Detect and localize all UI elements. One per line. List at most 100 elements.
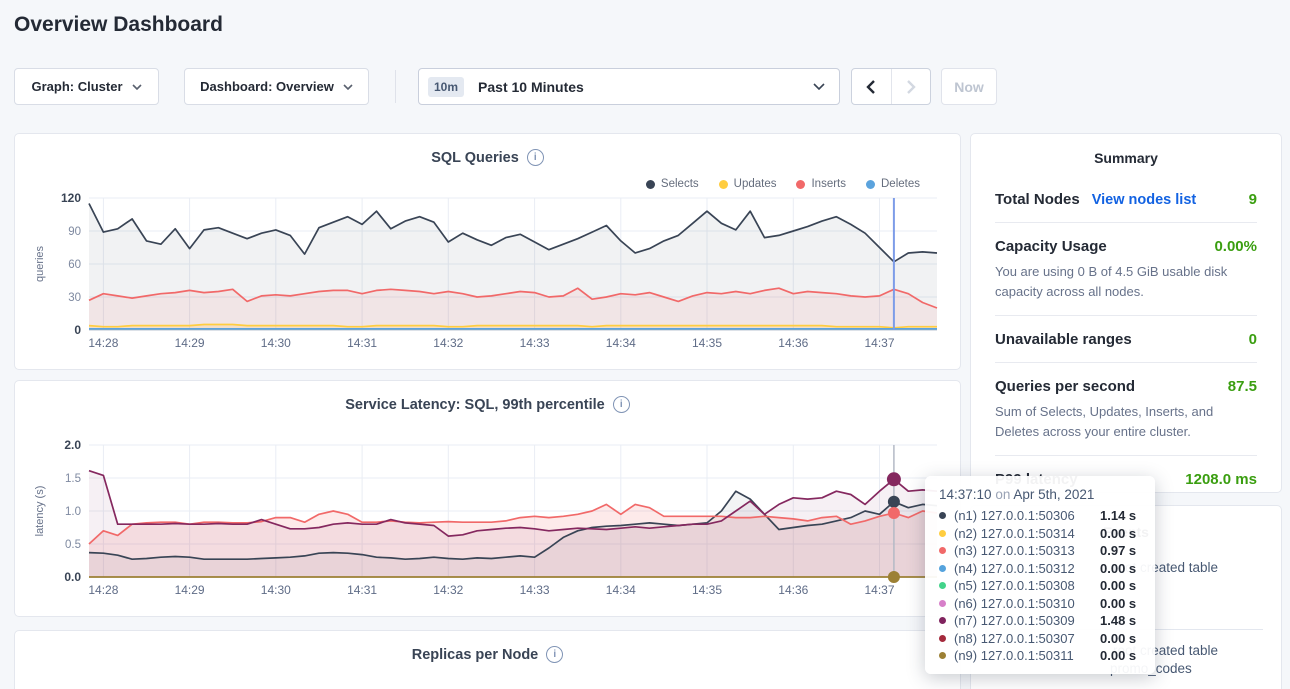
tooltip-node-label: (n4) 127.0.0.1:50312 — [954, 560, 1075, 576]
svg-text:0.0: 0.0 — [64, 570, 81, 584]
tooltip-node-row: (n7) 127.0.0.1:50309 1.48 s — [939, 612, 1141, 630]
legend-item-deletes[interactable]: Deletes — [866, 178, 920, 190]
tooltip-node-row: (n9) 127.0.0.1:50311 0.00 s — [939, 647, 1141, 665]
svg-text:14:37: 14:37 — [864, 336, 894, 350]
node-color-dot-icon — [939, 529, 946, 537]
total-nodes-label: Total Nodes — [995, 191, 1080, 208]
controls-divider — [395, 70, 396, 103]
summary-row-total-nodes: Total Nodes View nodes list 9 — [995, 176, 1257, 223]
time-range-picker[interactable]: 10m Past 10 Minutes — [418, 68, 840, 105]
dashboard-dropdown[interactable]: Dashboard: Overview — [184, 68, 369, 105]
node-color-dot-icon — [939, 582, 946, 590]
view-nodes-list-link[interactable]: View nodes list — [1091, 192, 1197, 208]
tooltip-node-label: (n7) 127.0.0.1:50309 — [954, 613, 1075, 629]
node-color-dot-icon — [939, 634, 946, 642]
legend-dot-icon — [645, 179, 655, 189]
svg-text:latency (s): latency (s) — [34, 486, 46, 537]
time-range-label: Past 10 Minutes — [478, 78, 584, 95]
capacity-usage-value: 0.00% — [1214, 238, 1257, 255]
node-color-dot-icon — [939, 564, 946, 572]
info-icon[interactable]: i — [612, 396, 630, 413]
tooltip-node-value: 1.14 s — [1100, 508, 1137, 524]
node-color-dot-icon — [939, 652, 946, 660]
tooltip-node-value: 0.00 s — [1100, 578, 1137, 594]
svg-text:90: 90 — [68, 226, 81, 238]
svg-text:14:33: 14:33 — [520, 336, 550, 350]
unavailable-ranges-value: 0 — [1248, 331, 1257, 348]
legend-dot-icon — [866, 179, 875, 189]
service-latency-title: Service Latency: SQL, 99th percentile — [345, 396, 605, 413]
tooltip-node-label: (n2) 127.0.0.1:50314 — [954, 525, 1075, 541]
legend-label: Inserts — [811, 178, 846, 190]
legend-item-inserts[interactable]: Inserts — [796, 178, 846, 190]
svg-text:30: 30 — [68, 292, 81, 304]
tooltip-node-value: 0.00 s — [1100, 648, 1137, 664]
svg-text:14:36: 14:36 — [778, 336, 808, 350]
info-icon[interactable]: i — [546, 646, 564, 663]
tooltip-node-value: 0.00 s — [1100, 560, 1137, 576]
now-button[interactable]: Now — [941, 68, 997, 105]
chevron-right-icon — [907, 79, 916, 94]
node-color-dot-icon — [939, 512, 946, 520]
summary-panel: Summary Total Nodes View nodes list 9 Ca… — [970, 133, 1282, 493]
tooltip-node-label: (n6) 127.0.0.1:50310 — [954, 595, 1075, 611]
summary-row-unavailable-ranges: Unavailable ranges 0 — [995, 316, 1257, 363]
summary-row-qps: Queries per second 87.5 Sum of Selects, … — [995, 363, 1257, 456]
legend-item-selects[interactable]: Selects — [645, 178, 699, 190]
tooltip-node-label: (n9) 127.0.0.1:50311 — [954, 648, 1074, 664]
qps-desc: Sum of Selects, Updates, Inserts, and De… — [995, 404, 1214, 439]
tooltip-node-value: 0.00 s — [1100, 630, 1137, 646]
next-time-button[interactable] — [890, 69, 930, 104]
sql-queries-panel: SQL Queries i Selects Updates Inserts Delet… — [14, 133, 961, 370]
replicas-title: Replicas per Node — [411, 646, 539, 663]
service-latency-chart[interactable]: 14:28 14:29 14:30 14:31 14:32 14:33 14:34 14:35… — [29, 437, 946, 609]
latency-hover-tooltip: 14:37:10 on Apr 5th, 2021 (n1) 127.0.0.1… — [925, 476, 1155, 674]
tooltip-node-value: 1.48 s — [1100, 613, 1137, 629]
svg-text:14:34: 14:34 — [606, 583, 636, 597]
tooltip-node-row: (n1) 127.0.0.1:50306 1.14 s — [939, 507, 1141, 525]
svg-text:14:31: 14:31 — [347, 583, 377, 597]
tooltip-node-label: (n3) 127.0.0.1:50313 — [954, 543, 1075, 559]
summary-header: Summary — [1094, 150, 1158, 166]
svg-text:14:35: 14:35 — [692, 336, 722, 350]
chevron-down-icon — [813, 83, 825, 90]
info-icon[interactable]: i — [526, 149, 544, 166]
tooltip-node-value: 0.97 s — [1100, 543, 1137, 559]
time-step-buttons — [851, 68, 931, 105]
svg-text:0: 0 — [74, 323, 81, 337]
svg-text:14:28: 14:28 — [88, 336, 118, 350]
chevron-left-icon — [866, 79, 876, 94]
p99-latency-value: 1208.0 ms — [1185, 471, 1257, 488]
tooltip-node-row: (n6) 127.0.0.1:50310 0.00 s — [939, 595, 1141, 613]
sql-queries-legend: Selects Updates Inserts Deletes — [645, 178, 920, 190]
capacity-usage-label: Capacity Usage — [995, 238, 1107, 255]
svg-text:14:37: 14:37 — [864, 583, 894, 597]
replicas-per-node-panel: Replicas per Node i — [14, 630, 961, 689]
svg-text:14:30: 14:30 — [261, 583, 291, 597]
svg-text:14:32: 14:32 — [433, 583, 463, 597]
legend-label: Deletes — [881, 178, 920, 190]
svg-text:14:33: 14:33 — [520, 583, 550, 597]
svg-text:14:30: 14:30 — [261, 336, 291, 350]
legend-item-updates[interactable]: Updates — [718, 178, 776, 190]
unavailable-ranges-label: Unavailable ranges — [995, 331, 1132, 348]
graph-dropdown[interactable]: Graph: Cluster — [14, 68, 159, 105]
dashboard-dropdown-label: Dashboard: Overview — [200, 79, 334, 94]
summary-row-capacity: Capacity Usage 0.00% You are using 0 B o… — [995, 223, 1257, 316]
svg-text:14:29: 14:29 — [175, 583, 205, 597]
svg-text:14:29: 14:29 — [175, 336, 205, 350]
svg-text:1.5: 1.5 — [65, 473, 81, 485]
svg-text:14:36: 14:36 — [778, 583, 808, 597]
svg-text:120: 120 — [61, 191, 81, 205]
page-title: Overview Dashboard — [14, 13, 223, 36]
svg-text:14:34: 14:34 — [606, 336, 636, 350]
legend-dot-icon — [796, 179, 806, 189]
sql-queries-chart[interactable]: 14:28 14:29 14:30 14:31 14:32 14:33 14:34 14:35… — [29, 190, 946, 362]
tooltip-node-label: (n1) 127.0.0.1:50306 — [954, 508, 1075, 524]
tooltip-node-value: 0.00 s — [1100, 525, 1137, 541]
node-color-dot-icon — [939, 599, 946, 607]
tooltip-node-label: (n8) 127.0.0.1:50307 — [954, 630, 1075, 646]
node-color-dot-icon — [939, 547, 946, 555]
prev-time-button[interactable] — [852, 69, 891, 104]
